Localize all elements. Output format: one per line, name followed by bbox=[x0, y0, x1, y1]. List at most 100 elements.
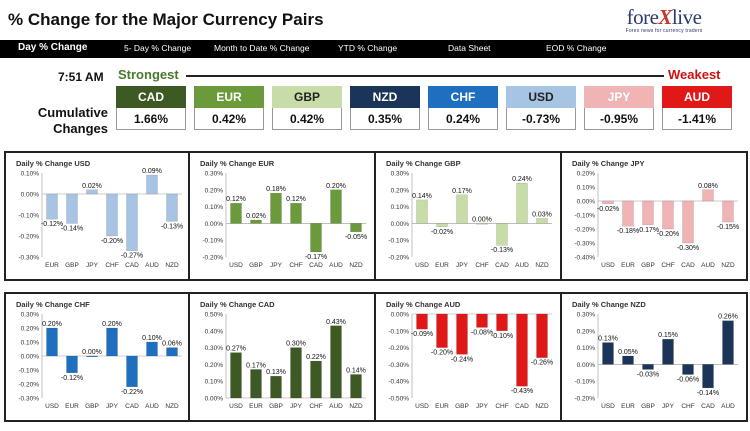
data-label: 0.09% bbox=[142, 168, 162, 175]
data-label: -0.14% bbox=[697, 390, 719, 397]
x-tick-label: CAD bbox=[309, 262, 323, 269]
x-tick-label: CHF bbox=[495, 403, 508, 410]
bar-nzd bbox=[536, 218, 548, 224]
data-label: -0.10% bbox=[491, 333, 513, 340]
chart-eur: Daily % Change EUR 0.30% 0.20% 0.10% 0.00% -0… bbox=[188, 151, 376, 281]
y-tick-label: 0.00% bbox=[205, 221, 224, 228]
data-label: -0.12% bbox=[61, 375, 83, 382]
currency-value: -0.73% bbox=[506, 108, 576, 130]
data-label: -0.20% bbox=[657, 231, 679, 238]
currency-name: USD bbox=[506, 86, 576, 108]
currency-box-usd: USD -0.73% bbox=[506, 86, 576, 130]
chart-plot: 0.30% 0.20% 0.10% 0.00% -0.10% -0.20% 0.14% USD… bbox=[388, 171, 552, 269]
data-label: -0.13% bbox=[491, 247, 513, 254]
data-label: -0.17% bbox=[637, 227, 659, 234]
y-tick-label: 0.10% bbox=[205, 379, 224, 386]
data-label: -0.26% bbox=[531, 360, 553, 367]
data-label: 0.24% bbox=[512, 176, 532, 183]
currency-value: 1.66% bbox=[116, 108, 186, 130]
data-label: 0.20% bbox=[42, 321, 62, 328]
page-header: % Change for the Major Currency Pairs fo… bbox=[0, 0, 750, 40]
x-tick-label: GBP bbox=[85, 403, 99, 410]
y-tick-label: -0.40% bbox=[574, 255, 595, 262]
bar-jpy bbox=[290, 347, 302, 399]
tab-5-day-change[interactable]: 5- Day % Change bbox=[124, 43, 192, 53]
data-label: -0.08% bbox=[471, 329, 493, 336]
x-tick-label: GBP bbox=[641, 262, 655, 269]
y-tick-label: 0.30% bbox=[391, 171, 410, 178]
y-tick-label: -0.20% bbox=[18, 382, 39, 389]
tab-eod-change[interactable]: EOD % Change bbox=[546, 43, 607, 53]
bar-aud bbox=[516, 182, 528, 224]
ranking-line bbox=[186, 75, 664, 77]
forexlive-logo[interactable]: foreXlive Forex news for currency trader… bbox=[614, 6, 714, 34]
y-tick-label: -0.20% bbox=[574, 227, 595, 234]
bar-cad bbox=[682, 200, 694, 244]
x-tick-label: CHF bbox=[681, 403, 694, 410]
bar-usd bbox=[602, 200, 614, 204]
data-label: -0.03% bbox=[637, 371, 659, 378]
bar-aud bbox=[722, 320, 734, 365]
currency-box-eur: EUR 0.42% bbox=[194, 86, 264, 130]
currency-name: GBP bbox=[272, 86, 342, 108]
tab-month-to-date-change[interactable]: Month to Date % Change bbox=[214, 43, 310, 53]
data-label: -0.27% bbox=[121, 253, 143, 260]
x-tick-label: EUR bbox=[249, 403, 263, 410]
bar-usd bbox=[602, 342, 614, 365]
bar-gbp bbox=[642, 364, 654, 370]
bar-usd bbox=[46, 327, 58, 357]
bar-chf bbox=[682, 364, 694, 375]
data-label: -0.43% bbox=[511, 388, 533, 395]
bar-chf bbox=[476, 223, 488, 225]
currency-name: JPY bbox=[584, 86, 654, 108]
chart-nzd: Daily % Change NZD 0.30% 0.20% 0.10% 0.00% -0… bbox=[560, 292, 748, 422]
chart-title: Daily % Change USD bbox=[16, 159, 91, 168]
y-tick-label: 0.20% bbox=[205, 362, 224, 369]
y-tick-label: -0.30% bbox=[574, 241, 595, 248]
bar-gbp bbox=[66, 193, 78, 224]
y-tick-label: 0.00% bbox=[577, 199, 596, 206]
currency-name: AUD bbox=[662, 86, 732, 108]
y-tick-label: -0.20% bbox=[574, 396, 595, 403]
x-tick-label: CAD bbox=[701, 403, 715, 410]
tab-data-sheet[interactable]: Data Sheet bbox=[448, 43, 491, 53]
data-label: 0.03% bbox=[532, 211, 552, 218]
data-label: 0.00% bbox=[472, 216, 492, 223]
tab-ytd-change[interactable]: YTD % Change bbox=[338, 43, 398, 53]
data-label: 0.12% bbox=[286, 196, 306, 203]
bar-eur bbox=[436, 313, 448, 348]
y-tick-label: 0.40% bbox=[205, 328, 224, 335]
y-tick-label: 0.50% bbox=[205, 312, 224, 319]
tab-day-change[interactable]: Day % Change bbox=[18, 42, 88, 53]
bar-cad bbox=[126, 193, 138, 251]
x-tick-label: AUD bbox=[515, 262, 529, 269]
currency-name: CAD bbox=[116, 86, 186, 108]
strongest-label: Strongest bbox=[118, 67, 179, 82]
currency-box-chf: CHF 0.24% bbox=[428, 86, 498, 130]
bar-gbp bbox=[642, 200, 654, 225]
y-tick-label: 0.10% bbox=[577, 345, 596, 352]
y-tick-label: 0.10% bbox=[21, 171, 40, 178]
y-tick-label: -0.30% bbox=[18, 396, 39, 403]
currency-name: NZD bbox=[350, 86, 420, 108]
y-tick-label: 0.10% bbox=[391, 204, 410, 211]
data-label: -0.20% bbox=[431, 350, 453, 357]
bar-gbp bbox=[250, 219, 262, 224]
chart-title: Daily % Change JPY bbox=[572, 159, 645, 168]
x-tick-label: JPY bbox=[270, 262, 283, 269]
data-label: -0.14% bbox=[61, 225, 83, 232]
data-label: -0.22% bbox=[121, 389, 143, 396]
y-tick-label: 0.10% bbox=[205, 204, 224, 211]
chart-plot: 0.30% 0.20% 0.10% 0.00% -0.10% -0.20% 0.12% USD… bbox=[202, 171, 367, 270]
data-label: 0.22% bbox=[306, 354, 326, 361]
chart-chf: Daily % Change CHF 0.30% 0.20% 0.10% 0.00% -0… bbox=[4, 292, 192, 422]
bar-aud bbox=[146, 174, 158, 195]
y-tick-label: 0.30% bbox=[577, 312, 596, 319]
data-label: 0.18% bbox=[266, 186, 286, 193]
currency-box-gbp: GBP 0.42% bbox=[272, 86, 342, 130]
x-tick-label: USD bbox=[601, 262, 615, 269]
chart-plot: 0.30% 0.20% 0.10% 0.00% -0.10% -0.20% 0.13% USD… bbox=[574, 312, 738, 410]
data-label: -0.02% bbox=[431, 229, 453, 236]
data-label: -0.09% bbox=[411, 331, 433, 338]
bar-nzd bbox=[166, 347, 178, 357]
